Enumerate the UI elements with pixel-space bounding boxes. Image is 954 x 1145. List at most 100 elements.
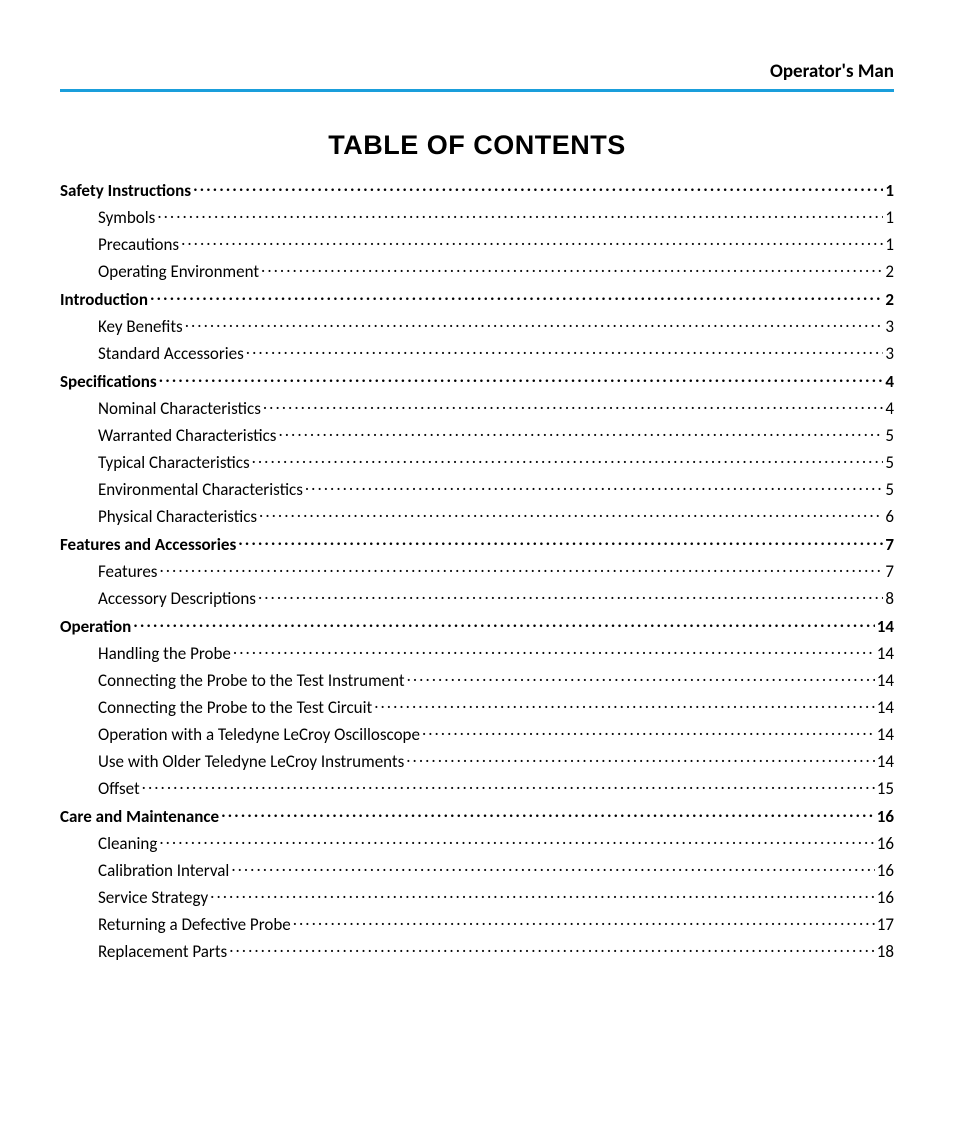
toc-subitem-page: 8 <box>885 588 894 609</box>
toc-subitem: Connecting the Probe to the Test Circuit… <box>98 696 894 718</box>
toc-subitem-page: 16 <box>877 887 894 908</box>
toc-section-label: Specifications <box>60 371 157 392</box>
toc-subitem-page: 16 <box>877 860 894 881</box>
toc-subitem-page: 3 <box>885 316 894 337</box>
toc-subitem: Cleaning 16 <box>98 832 894 854</box>
toc-leader-dots <box>278 424 883 441</box>
toc-subitem-label: Offset <box>98 778 140 799</box>
toc-leader-dots <box>246 342 884 359</box>
toc-leader-dots <box>159 832 874 849</box>
toc-leader-dots <box>422 723 875 740</box>
toc-subitem-label: Accessory Descriptions <box>98 588 256 609</box>
toc-leader-dots <box>221 805 875 822</box>
toc-section-page: 1 <box>885 180 894 201</box>
toc-subitem-label: Operating Environment <box>98 261 259 282</box>
toc-subitem-page: 18 <box>877 941 894 962</box>
toc-subitem: Handling the Probe 14 <box>98 642 894 664</box>
toc-subitem: Features 7 <box>98 560 894 582</box>
toc-subitem-page: 1 <box>885 207 894 228</box>
toc-subitem-label: Features <box>98 561 157 582</box>
toc-subitem-label: Cleaning <box>98 833 157 854</box>
toc-leader-dots <box>193 179 883 196</box>
toc-leader-dots <box>407 669 875 686</box>
toc-subitem-page: 4 <box>885 398 894 419</box>
toc-leader-dots <box>159 370 884 387</box>
toc-leader-dots <box>185 315 884 332</box>
toc-section-page: 7 <box>885 534 894 555</box>
toc-subitem: Standard Accessories 3 <box>98 342 894 364</box>
toc-subitem-label: Returning a Defective Probe <box>98 914 291 935</box>
toc-body: Safety Instructions1Symbols1Precautions1… <box>60 179 894 962</box>
toc-subitem-label: Typical Characteristics <box>98 452 250 473</box>
running-title: Operator's Man <box>770 60 894 83</box>
toc-subitem-page: 14 <box>877 670 894 691</box>
toc-subitem: Returning a Defective Probe17 <box>98 913 894 935</box>
toc-section: Operation14 <box>60 615 894 637</box>
toc-subitem-page: 14 <box>877 697 894 718</box>
toc-subitem: Replacement Parts 18 <box>98 940 894 962</box>
toc-subitem-label: Key Benefits <box>98 316 183 337</box>
toc-subitem-page: 16 <box>877 833 894 854</box>
toc-subitem-page: 14 <box>877 724 894 745</box>
toc-leader-dots <box>210 886 875 903</box>
toc-subitem-label: Connecting the Probe to the Test Circuit <box>98 697 372 718</box>
toc-subitem-page: 2 <box>885 261 894 282</box>
toc-leader-dots <box>258 587 883 604</box>
toc-leader-dots <box>231 859 874 876</box>
toc-subitem-label: Standard Accessories <box>98 343 244 364</box>
toc-section-label: Introduction <box>60 289 148 310</box>
toc-subitem-label: Precautions <box>98 234 179 255</box>
toc-subitem: Offset 15 <box>98 777 894 799</box>
toc-subitem-label: Physical Characteristics <box>98 506 257 527</box>
toc-leader-dots <box>252 451 884 468</box>
toc-subitem: Physical Characteristics 6 <box>98 505 894 527</box>
toc-subitem: Operation with a Teledyne LeCroy Oscillo… <box>98 723 894 745</box>
toc-subitem: Warranted Characteristics5 <box>98 424 894 446</box>
toc-subitem-page: 5 <box>885 452 894 473</box>
toc-subitem-page: 7 <box>885 561 894 582</box>
toc-subitem-page: 3 <box>885 343 894 364</box>
toc-leader-dots <box>261 260 883 277</box>
toc-section: Features and Accessories7 <box>60 533 894 555</box>
toc-leader-dots <box>157 206 883 223</box>
toc-subitem: Operating Environment 2 <box>98 260 894 282</box>
toc-leader-dots <box>229 940 875 957</box>
toc-subitem-label: Connecting the Probe to the Test Instrum… <box>98 670 405 691</box>
toc-subitem-label: Nominal Characteristics <box>98 398 261 419</box>
page-header: Operator's Man <box>60 60 894 92</box>
toc-subitem-label: Environmental Characteristics <box>98 479 303 500</box>
toc-subitem-page: 15 <box>877 778 894 799</box>
toc-subitem-page: 14 <box>877 643 894 664</box>
toc-section-page: 16 <box>877 806 894 827</box>
toc-subitem-label: Replacement Parts <box>98 941 227 962</box>
toc-subitem-page: 1 <box>885 234 894 255</box>
toc-subitem-page: 6 <box>885 506 894 527</box>
toc-leader-dots <box>133 615 874 632</box>
toc-leader-dots <box>233 642 875 659</box>
toc-section: Introduction 2 <box>60 288 894 310</box>
toc-subitem-page: 14 <box>877 751 894 772</box>
toc-leader-dots <box>142 777 875 794</box>
toc-section: Specifications4 <box>60 370 894 392</box>
toc-section-label: Safety Instructions <box>60 180 191 201</box>
toc-subitem: Environmental Characteristics 5 <box>98 478 894 500</box>
toc-subitem-label: Use with Older Teledyne LeCroy Instrumen… <box>98 751 404 772</box>
toc-subitem-page: 5 <box>885 479 894 500</box>
toc-subitem: Connecting the Probe to the Test Instrum… <box>98 669 894 691</box>
document-page: Operator's Man TABLE OF CONTENTS Safety … <box>0 0 954 1027</box>
toc-subitem-label: Handling the Probe <box>98 643 231 664</box>
toc-subitem: Symbols1 <box>98 206 894 228</box>
toc-subitem: Nominal Characteristics 4 <box>98 397 894 419</box>
toc-leader-dots <box>374 696 875 713</box>
toc-subitem-label: Service Strategy <box>98 887 208 908</box>
toc-subitem: Service Strategy 16 <box>98 886 894 908</box>
toc-section-page: 14 <box>877 616 894 637</box>
toc-title: TABLE OF CONTENTS <box>60 130 894 161</box>
toc-leader-dots <box>150 288 883 305</box>
toc-subitem: Typical Characteristics 5 <box>98 451 894 473</box>
toc-subitem: Precautions 1 <box>98 233 894 255</box>
toc-leader-dots <box>159 560 883 577</box>
toc-section-page: 2 <box>885 289 894 310</box>
toc-leader-dots <box>406 750 875 767</box>
toc-subitem: Accessory Descriptions 8 <box>98 587 894 609</box>
